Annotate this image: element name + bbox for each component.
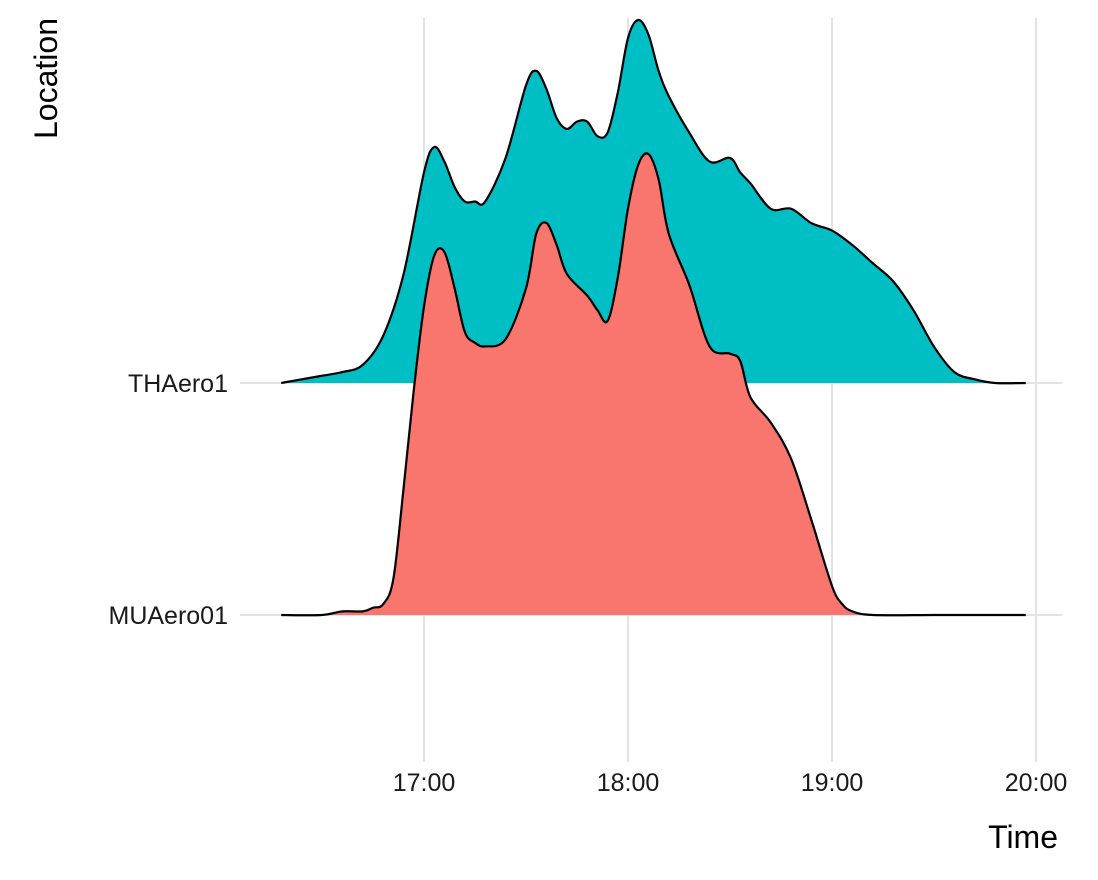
y-tick-label: THAero1 bbox=[128, 370, 228, 398]
x-tick-label: 18:00 bbox=[597, 769, 660, 797]
x-tick-label: 19:00 bbox=[801, 769, 864, 797]
ridge-layer bbox=[281, 18, 1026, 617]
x-axis-title: Time bbox=[988, 819, 1058, 855]
y-tick-label: MUAero01 bbox=[109, 602, 229, 630]
tick-layer: THAero1 MUAero01 17:00 18:00 19:00 20:00 bbox=[109, 370, 1068, 797]
x-tick-label: 20:00 bbox=[1005, 769, 1068, 797]
ridge-outline-muaero01 bbox=[281, 152, 1026, 617]
y-axis-title: Location bbox=[28, 18, 64, 139]
ridge-fill-muaero01 bbox=[281, 153, 1026, 616]
ridge-outline-thaero1 bbox=[281, 18, 1026, 385]
x-tick-label: 17:00 bbox=[393, 769, 456, 797]
